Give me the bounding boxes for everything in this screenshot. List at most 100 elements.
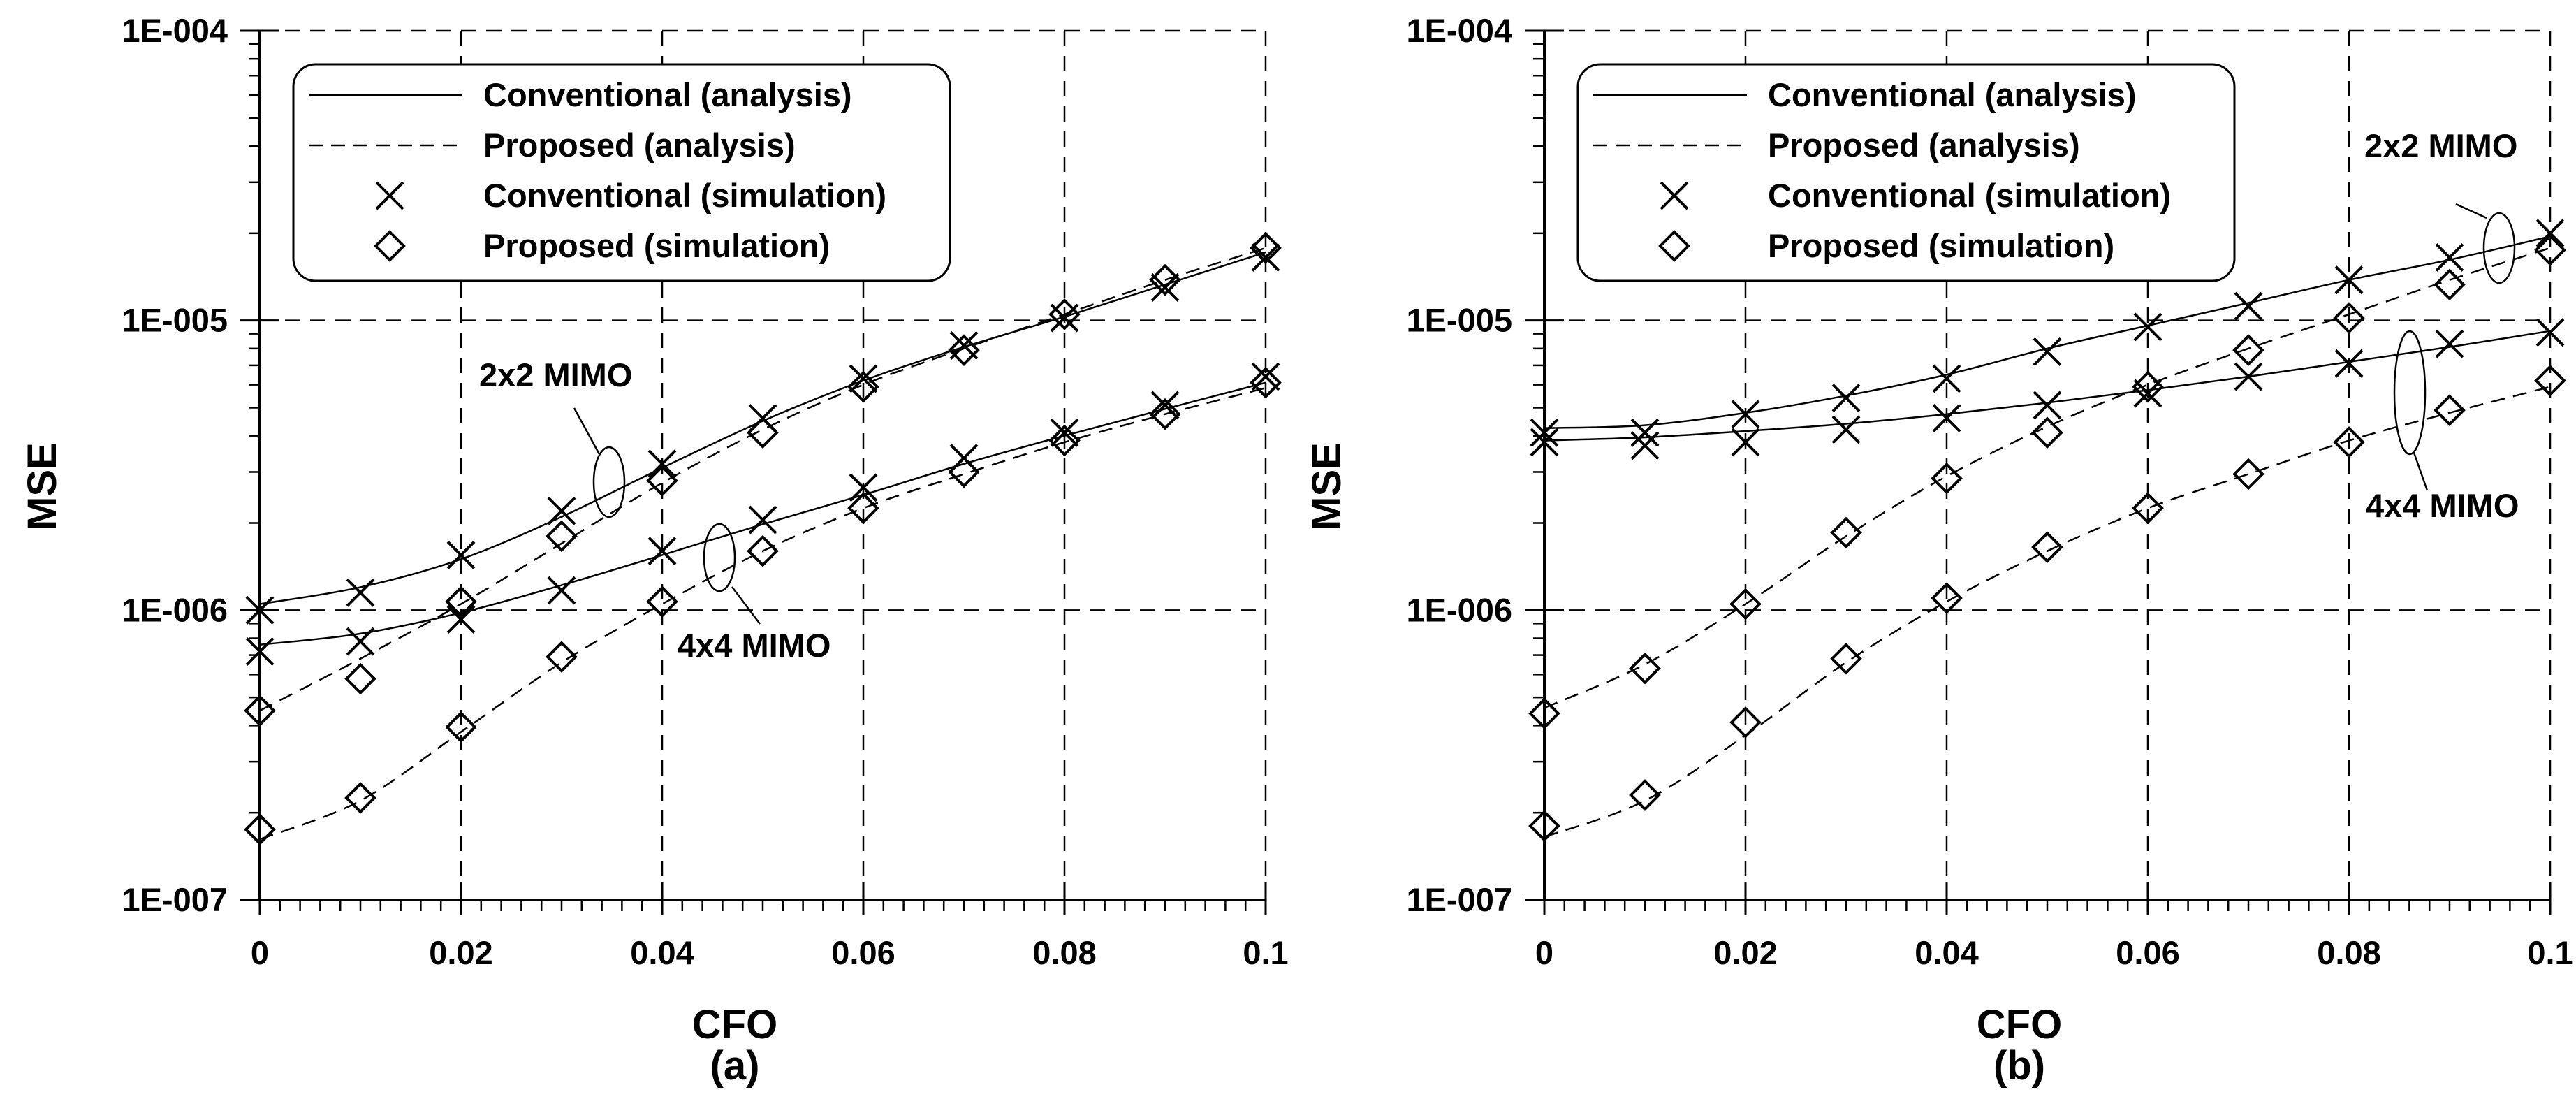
- x-tick-label: 0: [1535, 934, 1553, 971]
- series-proposed-simulation-2x2-mimo: [1528, 234, 2566, 730]
- diamond-marker: [1729, 588, 1762, 620]
- diamond-marker: [2534, 234, 2566, 266]
- diamond-marker: [445, 711, 477, 743]
- legend-label: Conventional (simulation): [483, 177, 886, 214]
- x-marker: [1630, 418, 1660, 447]
- diamond-marker: [546, 641, 578, 673]
- diamond-marker: [1658, 230, 1690, 262]
- x-axis-title: CFO: [1977, 1002, 2062, 1047]
- x-marker: [2234, 362, 2263, 391]
- diamond-marker: [2434, 394, 2466, 426]
- diamond-marker: [2031, 416, 2063, 449]
- x-marker: [2435, 329, 2464, 358]
- legend-box: [1576, 63, 2236, 282]
- series-proposed-simulation-4x4-mimo: [1528, 364, 2566, 842]
- legend: Conventional (analysis) Proposed (analysi…: [1576, 63, 2236, 282]
- diamond-marker: [747, 416, 779, 449]
- diamond-marker: [1528, 810, 1560, 842]
- x-tick-label: 0: [251, 934, 269, 971]
- legend: Conventional (analysis) Proposed (analysi…: [292, 63, 951, 282]
- diamond-marker: [646, 585, 678, 618]
- diamond-marker: [847, 370, 879, 403]
- diamond-marker: [2232, 334, 2264, 366]
- series-line: [259, 381, 1266, 646]
- legend-label: Proposed (simulation): [1768, 227, 2114, 264]
- callout-leader: [731, 586, 761, 625]
- x-marker: [2234, 291, 2263, 321]
- x-marker: [446, 540, 476, 569]
- legend-label: Proposed (simulation): [483, 227, 830, 264]
- legend-label: Proposed (analysis): [1768, 126, 2080, 163]
- series-conventional-simulation-4x4-mimo: [245, 362, 1280, 666]
- diamond-marker: [1931, 462, 1963, 495]
- x-marker: [1150, 391, 1180, 420]
- x-marker: [2133, 312, 2162, 342]
- callout-label: 4x4 MIMO: [678, 627, 830, 664]
- y-tick-label: 1E-006: [122, 591, 228, 628]
- series-conventional-analysis-4x4-mimo: [259, 381, 1266, 646]
- x-marker: [547, 576, 576, 605]
- diamond-marker: [1629, 652, 1661, 685]
- diamond-marker: [244, 813, 276, 846]
- callout-leader: [2455, 203, 2487, 219]
- x-tick-label: 0.04: [1915, 934, 1978, 971]
- y-tick-label: 1E-005: [122, 302, 228, 339]
- x-marker: [375, 181, 404, 210]
- diamond-marker: [2333, 302, 2365, 334]
- series-conventional-simulation-4x4-mimo: [1530, 318, 2565, 460]
- x-marker: [1731, 400, 1760, 429]
- diamond-marker: [1729, 706, 1762, 739]
- x-marker: [2133, 379, 2162, 408]
- annotation-4x4-mimo: 4x4 MIMO: [678, 523, 830, 664]
- x-marker: [2334, 349, 2364, 378]
- x-marker: [647, 537, 677, 566]
- diamond-marker: [1931, 582, 1963, 614]
- x-tick-label: 0.06: [831, 934, 895, 971]
- annotation-4x4-mimo: 4x4 MIMO: [2366, 330, 2519, 524]
- x-tick-label: 0.08: [2317, 934, 2380, 971]
- x-marker: [2535, 318, 2565, 347]
- y-tick-label: 1E-007: [1406, 881, 1512, 918]
- x-marker: [547, 496, 576, 525]
- annotation-2x2-mimo: 2x2 MIMO: [2364, 127, 2517, 284]
- x-marker: [647, 449, 677, 479]
- diamond-marker: [1250, 231, 1282, 264]
- series-proposed-analysis-4x4-mimo: [259, 387, 1266, 841]
- legend-box: [292, 63, 951, 282]
- diamond-marker: [646, 465, 678, 497]
- diamond-marker: [2534, 364, 2566, 397]
- callout-label: 2x2 MIMO: [2364, 127, 2517, 164]
- series-proposed-analysis-4x4-mimo: [1544, 386, 2551, 838]
- diamond-marker: [546, 520, 578, 553]
- series-conventional-analysis-2x2-mimo: [1544, 235, 2551, 430]
- diamond-marker: [374, 230, 406, 262]
- x-tick-label: 0.04: [630, 934, 694, 971]
- panel-label: (a): [710, 1043, 760, 1089]
- diamond-marker: [1629, 779, 1661, 811]
- callout-leader: [573, 407, 601, 455]
- legend-label: Conventional (analysis): [483, 76, 852, 113]
- x-marker: [245, 637, 275, 666]
- series-proposed-analysis-2x2-mimo: [1544, 247, 2551, 709]
- series-line: [1544, 247, 2551, 709]
- y-tick-label: 1E-004: [122, 12, 228, 49]
- diamond-marker: [1048, 424, 1081, 457]
- y-tick-label: 1E-005: [1406, 302, 1512, 339]
- y-tick-label: 1E-004: [1406, 12, 1512, 49]
- series-line: [259, 251, 1266, 605]
- x-marker: [1251, 362, 1280, 391]
- series-line: [1544, 386, 2551, 838]
- series-line: [1544, 235, 2551, 430]
- diamond-marker: [948, 456, 980, 488]
- diamond-marker: [1830, 516, 1862, 549]
- x-marker: [346, 578, 375, 607]
- diamond-marker: [2333, 426, 2365, 458]
- diamond-marker: [847, 492, 879, 525]
- x-marker: [2334, 265, 2364, 295]
- legend-label: Conventional (simulation): [1768, 177, 2171, 214]
- legend-label: Conventional (analysis): [1768, 76, 2137, 113]
- panel-label: (b): [1993, 1043, 2045, 1089]
- x-tick-label: 0.1: [2527, 934, 2573, 971]
- diamond-marker: [1250, 366, 1282, 399]
- diamond-marker: [2232, 458, 2264, 490]
